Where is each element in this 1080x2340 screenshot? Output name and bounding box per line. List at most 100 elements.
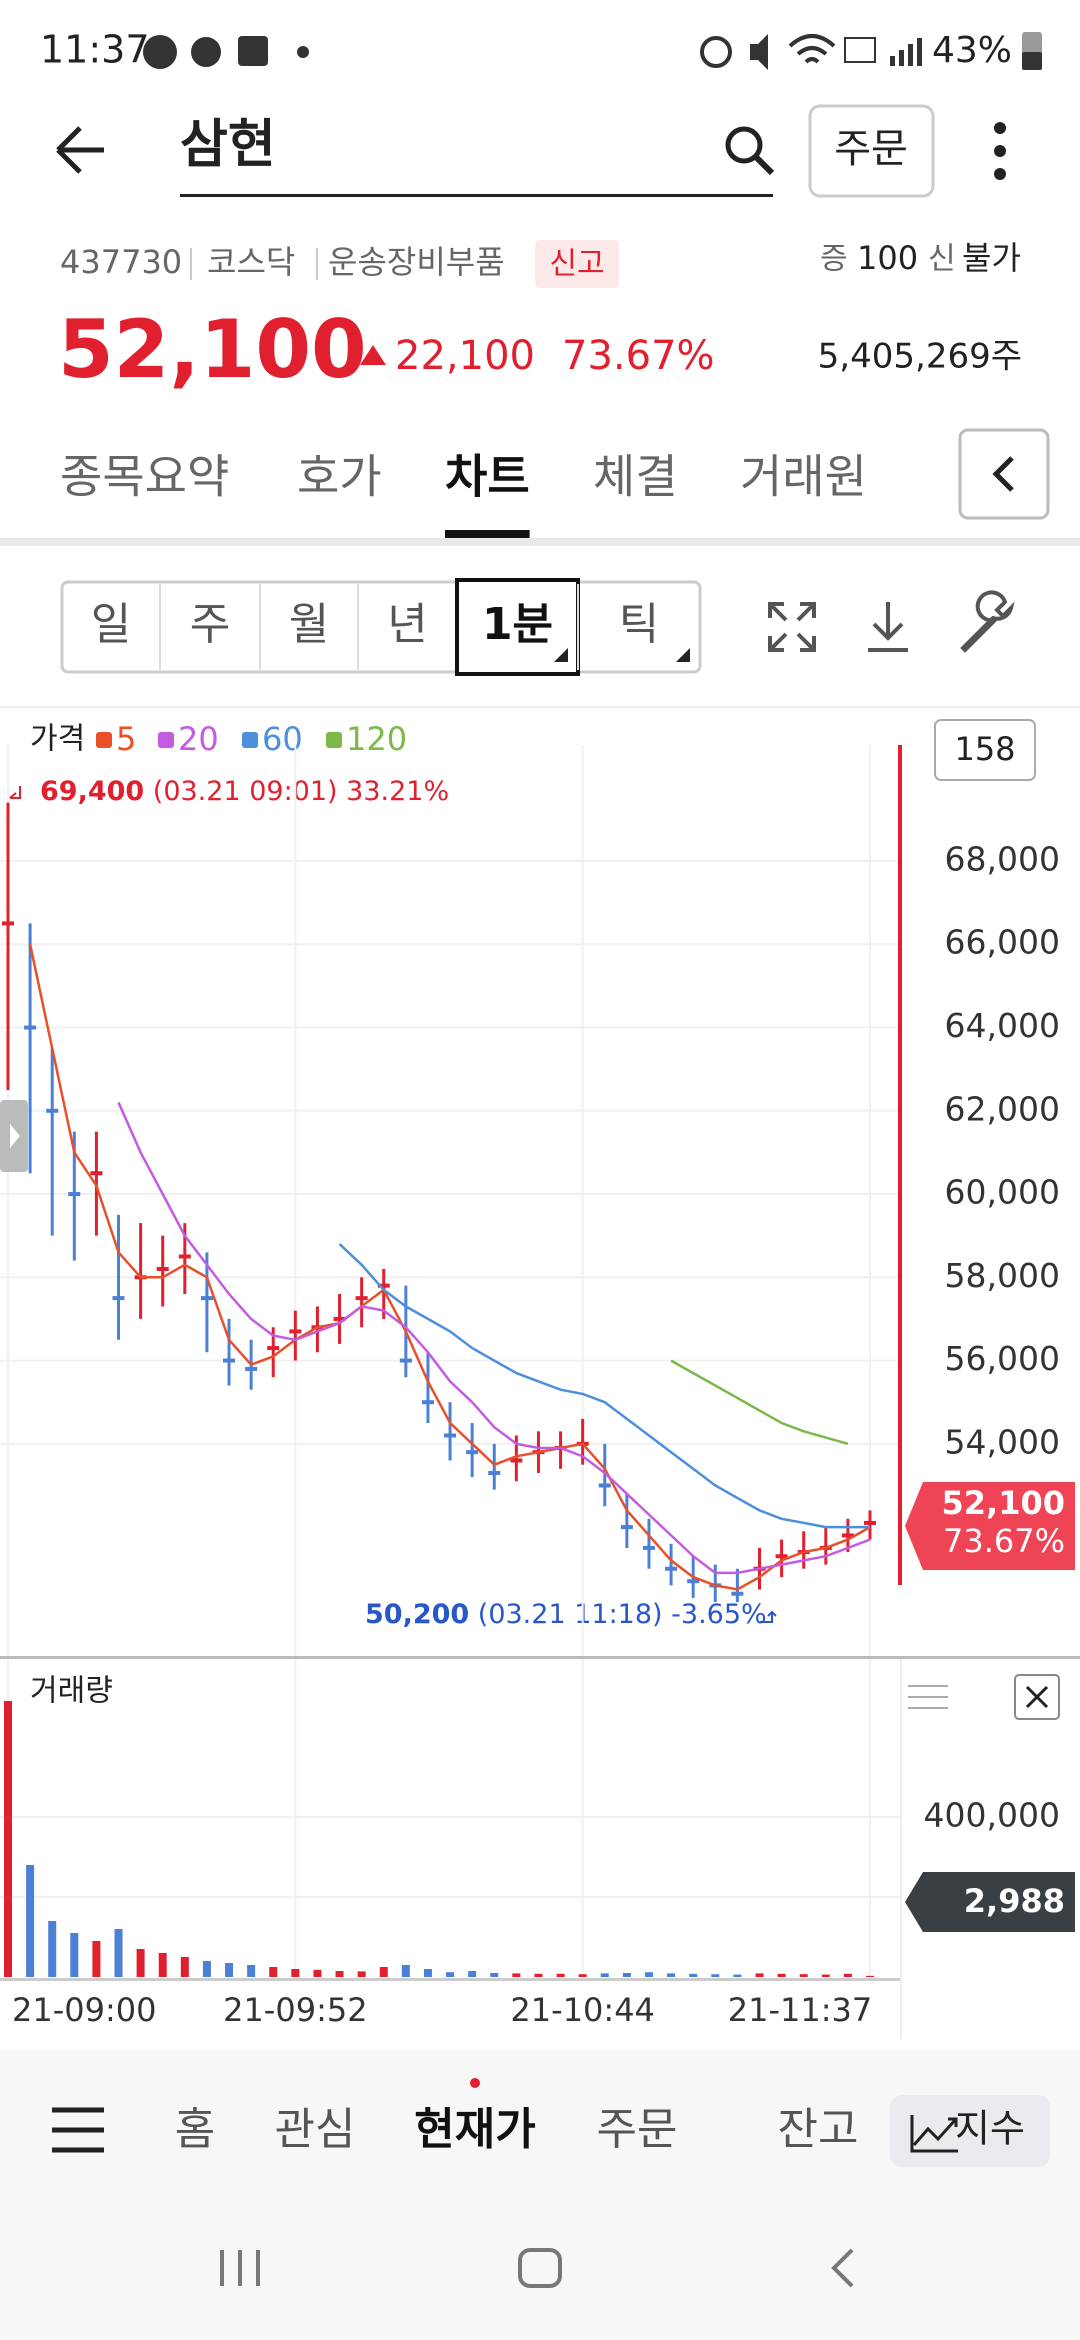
fullscreen-button[interactable] [768,602,816,652]
collapse-button[interactable] [958,428,1050,520]
tab[interactable]: 호가 [297,450,382,504]
current-price-box [905,1482,1075,1570]
stock-market: 코스닥 [207,243,295,281]
more-button[interactable] [994,122,1006,180]
settings-button[interactable] [960,590,1015,653]
low-rate: -3.65% [671,1599,767,1630]
volume-bar [401,1965,410,1977]
period-button[interactable]: 년 [387,599,427,650]
volume-bar [600,1973,609,1977]
price-change: 22,100 [395,333,535,379]
low-marker [760,1610,777,1623]
y-tick-label: 64,000 [945,1006,1060,1045]
high-detail: (03.21 09:01) [153,776,338,807]
nav-item[interactable]: 홈 [175,2104,215,2155]
download-button[interactable] [868,602,908,652]
volume-bar [512,1973,521,1977]
status-time: 11:37 [40,28,150,72]
volume-bar [423,1969,432,1977]
volume-bar [843,1973,852,1977]
nav-item[interactable]: 현재가 [414,2104,535,2155]
x-tick-label: 21-11:37 [728,1991,872,2029]
y-tick-label: 62,000 [945,1089,1060,1128]
period-button[interactable]: 틱 [619,599,659,650]
volume-bar [247,1965,256,1977]
volume-bar [202,1961,211,1977]
separator [316,248,318,280]
volume-bar [48,1921,57,1977]
period-group [60,580,702,674]
up-arrow [360,345,386,365]
stock-code: 437730 [60,243,182,281]
period-button[interactable]: 월 [289,599,329,650]
nav-item[interactable]: 관심 [275,2104,356,2155]
volume-bar [799,1974,808,1977]
period-corner [554,648,568,662]
high-marker [9,786,21,799]
tabs: 종목요약 호가 차트 체결 거래원 [60,450,867,538]
volume-bar [777,1973,786,1977]
back-button[interactable] [56,126,104,174]
menu-button[interactable] [52,2107,104,2153]
candles [2,802,876,1603]
title-underline [180,194,773,197]
x-tick-label: 21-10:44 [510,1991,654,2029]
period-button[interactable]: 주 [190,599,230,650]
shares: 5,405,269주 [818,337,1022,377]
tab-divider [0,538,1080,546]
recent-apps[interactable] [220,2250,260,2286]
margin-label: 증 [820,242,848,277]
volume-bar [446,1972,455,1977]
change-rate: 73.67% [562,333,715,379]
volume-bar [26,1865,35,1977]
tab-indicator [445,530,530,538]
panel-divider [0,1656,1080,1659]
legend-label: 20 [178,720,219,758]
period-divider [159,584,161,670]
nav-item[interactable]: 주문 [597,2104,678,2155]
bottom-area [0,2050,1080,2340]
period-divider [259,584,261,670]
period-button[interactable]: 1분 [482,599,553,650]
legend-title: 가격 [30,722,85,757]
current-volume-box [905,1872,1075,1932]
volume-bar [4,1701,12,1977]
low-detail: (03.21 11:18) [478,1599,663,1630]
close-icon [1025,1685,1049,1709]
search-button[interactable] [725,126,775,176]
tab[interactable]: 차트 [445,450,530,504]
active-dot [470,2078,480,2088]
tab[interactable]: 체결 [593,450,678,504]
legend-swatch [326,732,342,748]
order-button[interactable] [808,104,935,198]
ma-line [670,1359,849,1446]
axis-divider [900,1659,902,2039]
low-label: 50,200 (03.21 11:18) -3.65% [365,1599,767,1630]
nav-item[interactable]: 잔고 [778,2104,859,2155]
period-button[interactable]: 일 [91,599,131,650]
margin-value: 100 [857,239,918,277]
volume-bar [733,1974,742,1977]
legend-swatch [96,732,112,748]
time-axis [0,1978,900,1981]
system-back[interactable] [831,2248,854,2288]
status-icons [143,32,1042,70]
period-divider [357,584,359,670]
index-button[interactable] [890,2095,1050,2167]
ma-line [28,943,871,1591]
badge [535,240,619,288]
tab[interactable]: 거래원 [740,450,867,504]
bottom-nav: 홈 관심 현재가 주문 잔고 [175,2104,859,2155]
count-badge[interactable] [934,719,1036,781]
legend-label: 5 [116,720,136,758]
chart-top-border [0,706,1080,708]
panel-menu[interactable] [908,1685,948,1709]
tab[interactable]: 종목요약 [60,450,229,504]
home-button[interactable] [518,2248,562,2288]
legend: 5 20 60 120 [96,720,407,758]
header-title: 삼현 [180,115,276,175]
credit-value: 불가 [962,239,1021,277]
volume-bar [578,1974,587,1977]
